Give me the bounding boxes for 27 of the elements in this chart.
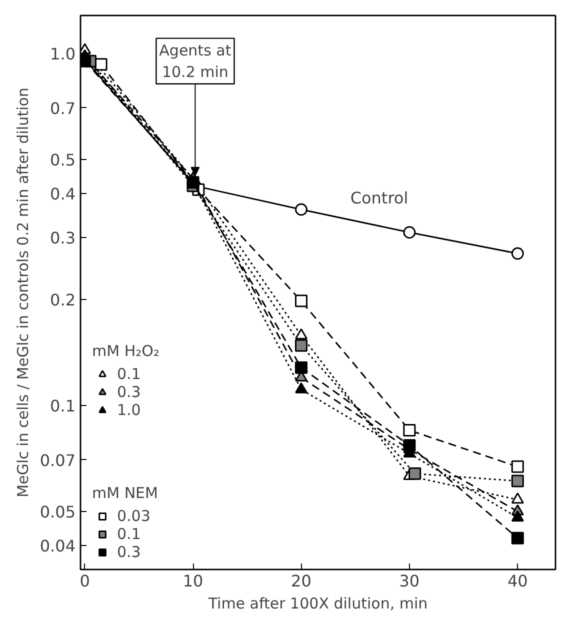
x-axis-title: Time after 100X dilution, min [207, 594, 428, 612]
y-axis-title: MeGlc in cells / MeGlc in controls 0.2 min after dilution [14, 88, 32, 498]
y-tick-label: 0.3 [50, 228, 76, 248]
y-tick-label: 0.2 [50, 290, 76, 310]
y-tick-label: 0.4 [50, 184, 76, 204]
y-tick-label: 0.1 [50, 396, 76, 416]
x-tick-label: 30 [399, 572, 420, 590]
y-tick-label: 1.0 [50, 44, 76, 64]
annotation: mM H₂O₂ [92, 342, 160, 360]
y-tick-label: 0.7 [50, 98, 76, 118]
legend-label: 0.3 [117, 543, 141, 561]
x-tick-label: 0 [80, 572, 90, 590]
x-tick-label: 20 [291, 572, 312, 590]
y-tick-label: 0.5 [50, 150, 76, 170]
x-tick-label: 10 [182, 572, 204, 590]
y-tick-label: 0.07 [40, 450, 76, 470]
y-tick-label: 0.05 [40, 502, 76, 522]
legend-label: 0.1 [117, 365, 141, 383]
series-label: Control [350, 188, 408, 208]
legend-label: 1.0 [117, 401, 141, 419]
legend-label: 0.1 [117, 525, 141, 543]
annotation: Agents at 10.2 min [159, 41, 232, 81]
y-tick-label: 0.04 [40, 536, 76, 556]
legend-label: 0.3 [117, 383, 141, 401]
x-tick-label: 40 [507, 572, 528, 590]
annotation: mM NEM [92, 484, 158, 502]
legend-label: 0.03 [117, 507, 150, 525]
